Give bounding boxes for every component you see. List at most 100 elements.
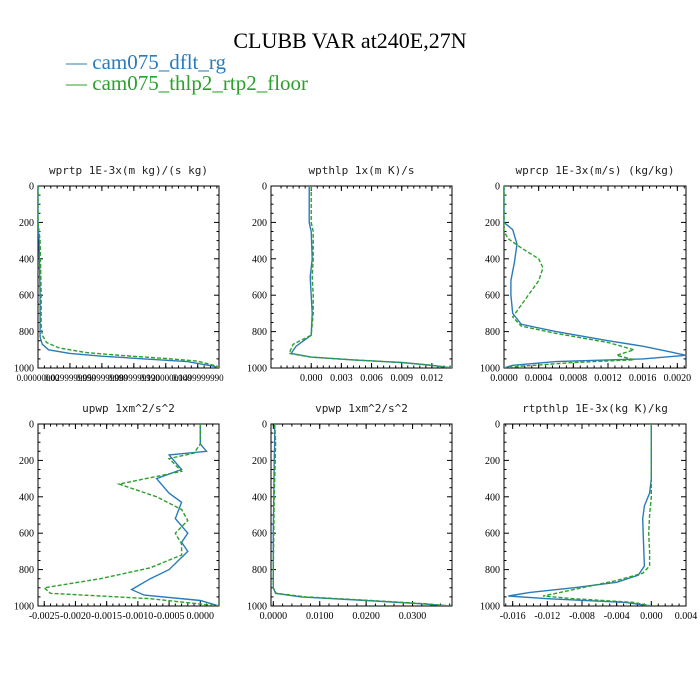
x-tick-label: 0.000 [300, 373, 323, 384]
y-tick-label: 0 [262, 182, 267, 193]
y-tick-label: 0 [495, 420, 500, 431]
plot-frame [503, 423, 687, 607]
x-tick-label: 0.0300 [399, 611, 427, 622]
y-tick-label: 600 [19, 291, 34, 302]
x-tick-label: -0.008 [569, 611, 595, 622]
y-tick-label: 1000 [247, 602, 267, 613]
panel-title: vpwp 1xm^2/s^2 [315, 402, 408, 415]
x-tick-label: 0.006 [360, 373, 383, 384]
y-tick-label: 200 [19, 456, 34, 467]
y-tick-label: 1000 [14, 364, 34, 375]
y-tick-label: 800 [485, 327, 500, 338]
x-tick-label: 0.0000 [187, 611, 215, 622]
y-tick-label: 600 [252, 291, 267, 302]
y-tick-label: 200 [19, 218, 34, 229]
x-tick-label: 0.00000000 [17, 373, 60, 383]
y-tick-label: 400 [485, 254, 500, 265]
panel-6: rtpthlp 1E-3x(kg K)/kg02004006008001000-… [480, 402, 697, 622]
y-tick-label: 0 [495, 182, 500, 193]
x-tick-label: -0.0025 [29, 611, 60, 622]
y-tick-label: 200 [252, 218, 267, 229]
y-tick-label: 600 [252, 529, 267, 540]
y-tick-label: 200 [485, 218, 500, 229]
x-tick-label: 0.0020 [664, 373, 692, 384]
y-tick-label: 0 [29, 182, 34, 193]
x-tick-label: 0.0100 [306, 611, 334, 622]
y-tick-label: 0 [29, 420, 34, 431]
x-tick-label: -0.004 [604, 611, 630, 622]
y-tick-label: 200 [252, 456, 267, 467]
y-tick-label: 1000 [14, 602, 34, 613]
y-tick-label: 400 [252, 254, 267, 265]
series-line-dflt [504, 186, 686, 368]
y-tick-label: 400 [19, 254, 34, 265]
panel-3: wprcp 1E-3x(m/s) (kg/kg) 0 200 400 600 800 100… [480, 164, 691, 384]
series-line-thlp2-floor [42, 424, 219, 606]
series-line-dflt [508, 424, 652, 606]
x-tick-label: -0.0005 [154, 611, 185, 622]
x-tick-label: 0.0000 [260, 611, 288, 622]
y-tick-label: 400 [252, 492, 267, 503]
panel-1: wprtp 1E-3x(m kg)/(s kg) 0 200 400 600 800 100… [14, 164, 224, 383]
y-tick-label: 800 [19, 565, 34, 576]
x-tick-label: 0.003 [330, 373, 353, 384]
x-tick-label: 0.0004 [525, 373, 553, 384]
plot-frame [37, 185, 220, 369]
panel-2: wpthlp 1x(m K)/s 0 200 400 600 800 1000 0.000 0.… [247, 164, 453, 384]
x-tick-label: 0.004 [675, 611, 698, 622]
y-tick-label: 600 [485, 529, 500, 540]
panel-title: upwp 1xm^2/s^2 [82, 402, 175, 415]
series-line-thlp2-floor [272, 424, 450, 606]
x-tick-label: 0.0000 [490, 373, 518, 384]
panel-title: wprtp 1E-3x(m kg)/(s kg) [49, 164, 208, 177]
y-tick-label: 1000 [480, 602, 500, 613]
x-tick-label: 0.009 [390, 373, 413, 384]
x-tick-label: 0.0016 [629, 373, 657, 384]
plot-frame [270, 423, 453, 607]
legend-entry-thlp2-floor: — cam075_thlp2_rtp2_floor [66, 71, 309, 95]
x-tick-label: -0.0020 [60, 611, 91, 622]
series-line-dflt [272, 424, 450, 606]
y-tick-label: 800 [19, 327, 34, 338]
x-tick-label: -0.016 [500, 611, 526, 622]
x-tick-label: 0.0008 [560, 373, 588, 384]
y-tick-label: 200 [485, 456, 500, 467]
x-tick-label: 0.0200 [352, 611, 380, 622]
plot-frame [37, 423, 220, 607]
x-tick-label: 0.000 [640, 611, 663, 622]
y-tick-label: 1000 [480, 364, 500, 375]
y-tick-label: 800 [252, 565, 267, 576]
x-tick-label: 0.1200000000 [140, 373, 192, 383]
x-tick-label: -0.0010 [122, 611, 153, 622]
y-tick-label: 600 [485, 291, 500, 302]
panel-title: wpthlp 1x(m K)/s [309, 164, 415, 177]
y-tick-label: 800 [485, 565, 500, 576]
x-tick-label: 0.0012 [594, 373, 622, 384]
series-line-thlp2-floor [504, 186, 637, 368]
x-tick-label: 0.0299999990 [44, 373, 96, 383]
y-tick-label: 1000 [247, 364, 267, 375]
legend-entry-dflt: — cam075_dflt_rg [66, 50, 227, 74]
x-tick-label: 0.1499999990 [172, 373, 224, 383]
x-tick-label: 0.0899999990 [108, 373, 160, 383]
chart-title: CLUBB VAR at240E,27N [233, 28, 467, 53]
y-tick-label: 0 [262, 420, 267, 431]
x-tick-label: 0.012 [421, 373, 444, 384]
panel-title: wprcp 1E-3x(m/s) (kg/kg) [516, 164, 675, 177]
y-tick-label: 600 [19, 529, 34, 540]
y-tick-label: 400 [19, 492, 34, 503]
series-line-thlp2-floor [288, 186, 452, 368]
series-line-thlp2-floor [38, 186, 219, 368]
y-tick-label: 400 [485, 492, 500, 503]
plot-frame [270, 185, 453, 369]
series-line-dflt [130, 424, 219, 606]
y-tick-label: 800 [252, 327, 267, 338]
series-line-dflt [289, 186, 452, 368]
panel-title: rtpthlp 1E-3x(kg K)/kg [522, 402, 668, 415]
x-tick-label: -0.012 [534, 611, 560, 622]
series-line-thlp2-floor [542, 424, 652, 606]
series-line-dflt [38, 186, 219, 368]
